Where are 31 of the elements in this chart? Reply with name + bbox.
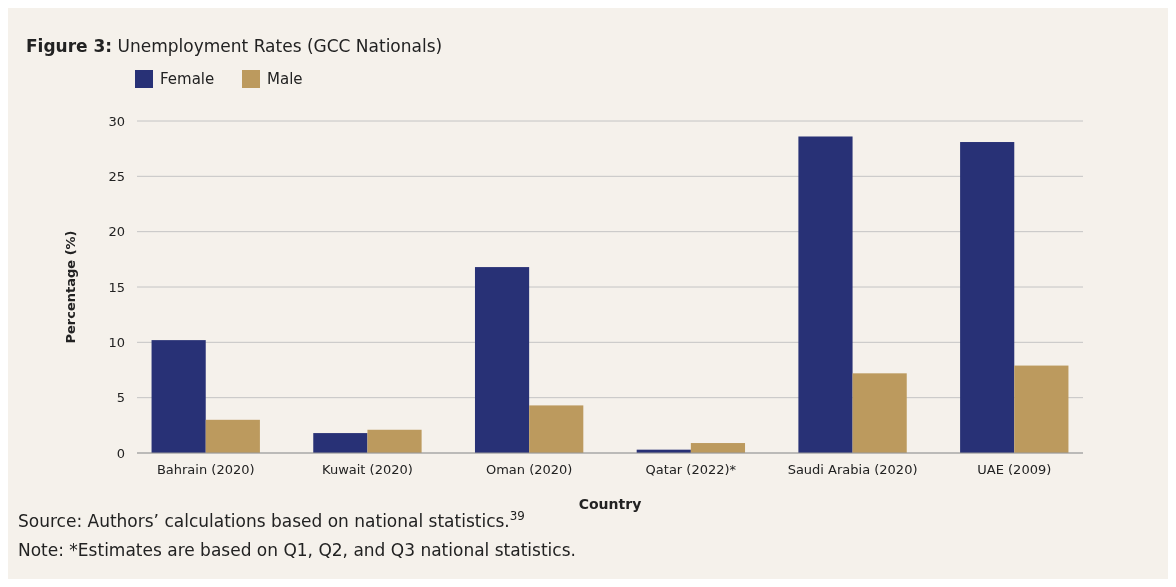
y-tick-label: 10 [108,334,125,350]
y-axis-title: Percentage (%) [63,230,78,344]
y-tick-label: 0 [116,445,125,461]
x-tick-label: UAE (2009) [977,462,1052,477]
bar [960,142,1015,453]
source-note: Source: Authors’ calculations based on national statistics.$^{39}$ [18,509,525,531]
bar [205,419,260,453]
bar [852,373,907,453]
x-tick-label: Oman (2020) [485,462,573,477]
legend-label: Male [267,70,303,88]
y-tick-label: 15 [108,279,125,295]
x-tick-label: Saudi Arabia (2020) [787,462,918,477]
bar [474,267,530,453]
x-tick-label: Qatar (2022)* [645,462,737,477]
text: Note: *Estimates are based on Q1, Q2, and Q3 national statistics. [18,540,576,560]
legend-label: Female [160,70,215,88]
bar [151,340,206,453]
bar [798,136,853,453]
chart-title: Figure 3: Unemployment Rates (GCC Nationals) [26,36,443,56]
y-tick-label: 5 [116,390,125,406]
y-tick-label: 30 [108,113,125,129]
bar [313,433,368,453]
x-axis-title: Country [578,496,642,512]
y-tick-label: 25 [108,168,125,184]
bar [529,405,584,453]
bar [1014,365,1069,453]
y-tick-label: 20 [108,224,125,240]
x-tick-label: Bahrain (2020) [156,462,255,477]
bar [367,429,422,453]
bar [690,443,746,453]
x-tick-label: Kuwait (2020) [322,462,413,477]
